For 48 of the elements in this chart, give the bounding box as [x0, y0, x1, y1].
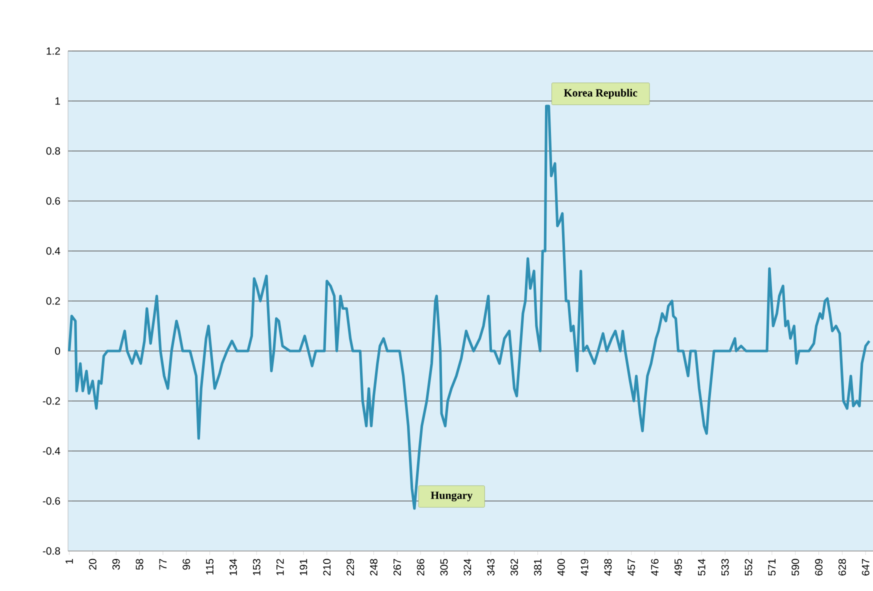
y-tick-label: 0.4 — [46, 247, 60, 255]
x-tick-label: 457 — [628, 559, 636, 576]
y-tick-label: 0.2 — [46, 297, 60, 305]
x-tick-label: 153 — [252, 558, 260, 576]
x-tick-label: 495 — [674, 558, 682, 576]
y-tick-label: 0 — [55, 347, 60, 355]
x-tick-label: 134 — [230, 558, 237, 576]
y-tick-label: -0.6 — [42, 497, 60, 505]
x-tick-label: 172 — [276, 559, 284, 576]
y-tick-label: -0.8 — [42, 547, 60, 555]
x-tick-label: 381 — [534, 559, 542, 576]
x-tick-label: 324 — [464, 558, 472, 576]
x-tick-label: 552 — [744, 559, 752, 576]
y-tick-label: -0.4 — [42, 447, 60, 455]
x-tick-label: 514 — [698, 558, 706, 576]
x-tick-label: 191 — [300, 559, 308, 576]
x-tick-label: 305 — [440, 558, 448, 576]
x-tick-label: 267 — [393, 559, 401, 576]
x-tick-label: 533 — [721, 558, 729, 576]
x-tick-label: 39 — [112, 559, 120, 570]
x-tick-label: 210 — [323, 558, 331, 576]
y-tick-label: 0.8 — [46, 147, 60, 155]
x-tick-label: 77 — [159, 559, 167, 570]
annotation: Hungary — [430, 492, 473, 502]
x-tick-label: 248 — [370, 558, 378, 576]
x-tick-label: 590 — [792, 558, 800, 576]
y-tick-label: 1.2 — [46, 47, 60, 55]
x-tick-label: 229 — [346, 559, 354, 576]
x-tick-label: 96 — [182, 558, 190, 570]
x-tick-label: 115 — [206, 558, 214, 574]
x-tick-label: 609 — [815, 559, 822, 576]
x-tick-label: 400 — [557, 558, 565, 576]
y-tick-label: -0.2 — [42, 397, 60, 405]
y-tick-label: 0.6 — [46, 197, 60, 205]
x-tick-label: 20 — [88, 558, 96, 570]
x-tick-label: 343 — [487, 558, 495, 576]
x-tick-label: 419 — [580, 559, 588, 576]
x-tick-label: 571 — [768, 559, 776, 576]
x-tick-label: 628 — [838, 558, 846, 576]
x-tick-label: 476 — [651, 558, 659, 576]
x-tick-label: 1 — [66, 559, 73, 564]
x-tick-label: 58 — [136, 558, 144, 570]
y-tick-label: 1 — [55, 97, 60, 105]
x-tick-label: 362 — [510, 559, 518, 576]
x-tick-label: 286 — [416, 558, 424, 576]
x-tick-label: 647 — [862, 559, 870, 576]
annotation: Korea Republic — [564, 88, 638, 99]
x-tick-label: 438 — [604, 558, 612, 576]
